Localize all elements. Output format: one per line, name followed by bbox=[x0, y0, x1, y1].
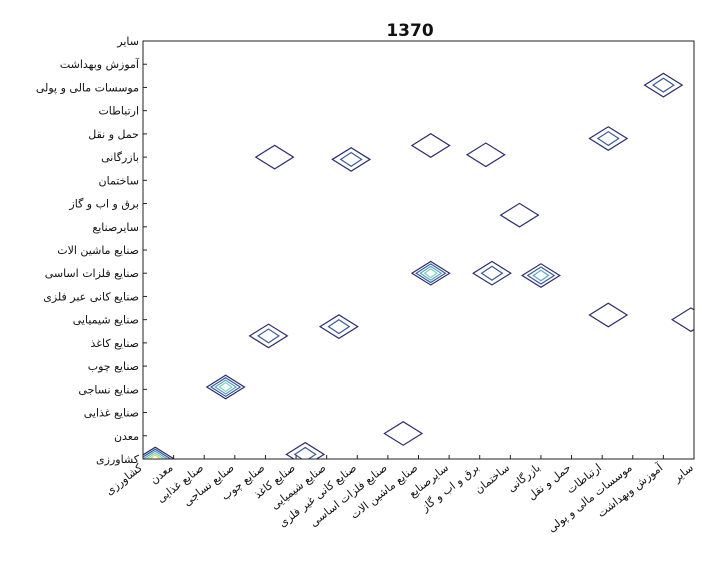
contour-ring-peak-5-level-2 bbox=[419, 265, 443, 281]
contour-ring-peak-1-level-3 bbox=[218, 381, 233, 393]
contour-ring-peak-1-level-1 bbox=[209, 376, 242, 398]
y-tick-label: بازرگانی bbox=[101, 151, 139, 164]
contour-ring-peak-8-level-0 bbox=[499, 202, 540, 228]
contour-ring-peak-0-level-0 bbox=[143, 446, 176, 459]
contour-ring-peak-6-level-0 bbox=[471, 260, 512, 286]
contour-ring-peak-10-level-0 bbox=[588, 302, 629, 328]
contour-ring-peak-12-level-0 bbox=[670, 307, 694, 333]
contour-ring-peak-7-level-2 bbox=[532, 269, 550, 282]
contour-ring-peak-3-level-0 bbox=[285, 441, 326, 459]
contour-ring-peak-14-level-0 bbox=[410, 133, 451, 158]
y-tick-label: آموزش وبهداشت bbox=[60, 57, 140, 71]
y-tick-label: معدن bbox=[114, 430, 139, 443]
contour-ring-peak-13-level-0 bbox=[465, 142, 506, 168]
contour-ring-peak-0-level-1 bbox=[143, 448, 172, 459]
contour-ring-peak-6-level-1 bbox=[480, 265, 504, 281]
y-tick-label: صنایع کاغذ bbox=[90, 337, 139, 350]
y-tick-label: صنایع نساجی bbox=[78, 383, 139, 396]
contour-ring-peak-7-level-0 bbox=[520, 263, 561, 289]
y-tick-label: صنایع شیمیایی bbox=[73, 314, 139, 327]
contour-ring-peak-0-level-4 bbox=[148, 454, 162, 459]
y-tick-label: صنایع ماشین الات bbox=[57, 244, 139, 257]
contour-ring-peak-2-level-0 bbox=[248, 323, 289, 349]
contour-ring-peak-16-level-0 bbox=[254, 144, 295, 170]
contour-ring-peak-7-level-1 bbox=[526, 266, 556, 285]
contour-ring-peak-5-level-1 bbox=[415, 263, 447, 284]
y-axis-ticks: کشاورزی معدن صنایع غذایی صنایع نساجی صنایع چ… bbox=[36, 35, 147, 466]
contour-ring-peak-2-level-1 bbox=[256, 328, 281, 344]
contour-ring-peak-1-level-0 bbox=[205, 374, 246, 400]
contour-ring-peak-0-level-2 bbox=[143, 450, 169, 459]
contour-ring-peak-15-level-0 bbox=[331, 146, 372, 172]
x-tick-label: ساختمان bbox=[472, 461, 512, 496]
contour-ring-peak-15-level-1 bbox=[339, 151, 363, 168]
contour-ring-peak-5-level-0 bbox=[410, 260, 451, 286]
y-tick-label: سایرصنایع bbox=[92, 221, 139, 234]
contour-ring-peak-0-level-3 bbox=[145, 452, 166, 459]
y-tick-label: ارتباطات bbox=[98, 105, 139, 118]
y-tick-label: حمل و نقل bbox=[88, 128, 139, 141]
y-tick-label: صنایع کانی عبر فلزی bbox=[43, 290, 139, 303]
contour-ring-peak-1-level-2 bbox=[214, 379, 238, 395]
y-tick-label: برق و اب و گاز bbox=[68, 198, 139, 211]
x-tick-label: کشاورزی bbox=[103, 461, 145, 498]
contour-ring-peak-4-level-0 bbox=[318, 314, 359, 340]
x-tick-label: سایر bbox=[670, 461, 696, 485]
contour-ring-peak-11-level-0 bbox=[643, 72, 684, 98]
y-tick-label: موسسات مالی و پولی bbox=[36, 81, 139, 94]
y-tick-label: ساختمان bbox=[99, 174, 139, 187]
contour-ring-peak-9-level-1 bbox=[596, 130, 620, 147]
contour-ring-peak-9-level-0 bbox=[588, 126, 629, 151]
contour-lines bbox=[143, 72, 694, 459]
contour-ring-peak-17-level-0 bbox=[383, 420, 424, 446]
y-tick-label: صنایع فلزات اساسی bbox=[45, 267, 139, 280]
y-tick-label: کشاورزی bbox=[96, 453, 140, 466]
y-tick-label: صنایع چوب bbox=[88, 360, 139, 373]
contour-ring-peak-11-level-1 bbox=[651, 77, 675, 93]
contour-ring-peak-4-level-1 bbox=[327, 319, 351, 335]
y-tick-label: سایر bbox=[116, 35, 139, 48]
contour-ring-peak-5-level-3 bbox=[423, 268, 438, 279]
chart-title: 1370 bbox=[386, 21, 433, 41]
y-tick-label: صنایع غذایی bbox=[84, 407, 139, 420]
